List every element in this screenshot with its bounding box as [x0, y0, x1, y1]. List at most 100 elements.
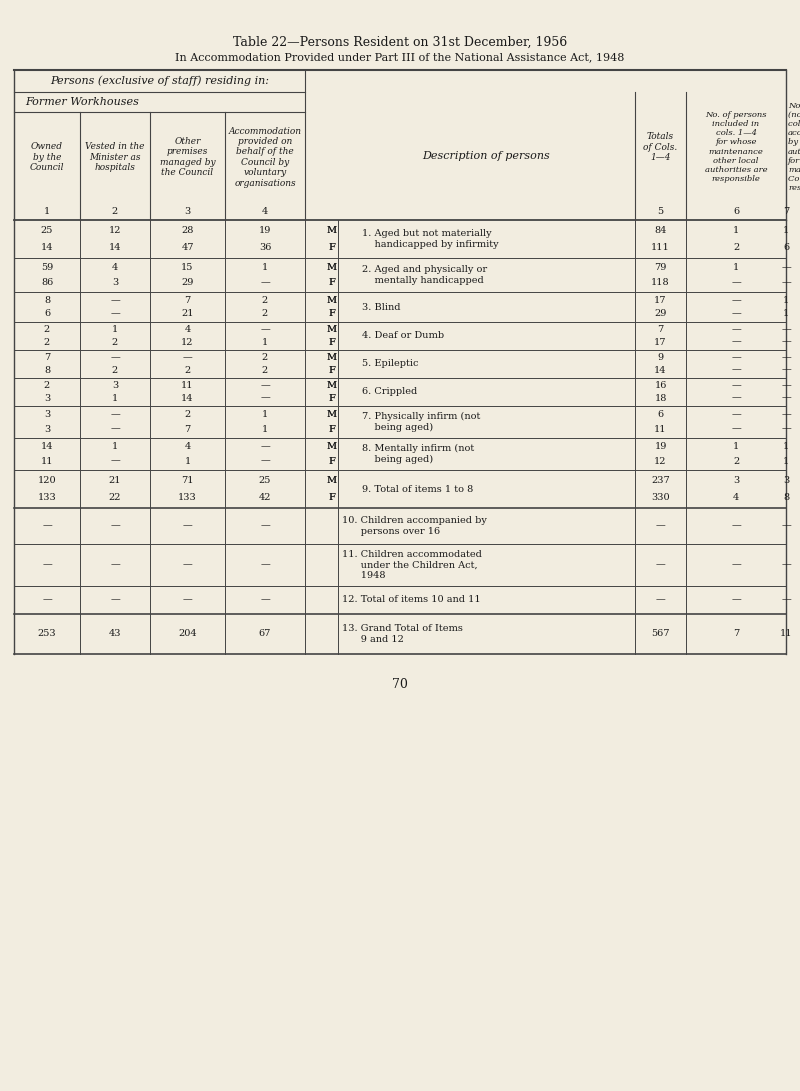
Text: 7: 7 [184, 424, 190, 433]
Text: 10. Children accompanied by
      persons over 16: 10. Children accompanied by persons over… [342, 516, 487, 536]
Text: —: — [781, 424, 791, 433]
Text: —: — [781, 382, 791, 391]
Text: —: — [260, 325, 270, 334]
Text: 4: 4 [184, 443, 190, 452]
Text: F: F [328, 365, 335, 374]
Text: 2: 2 [44, 337, 50, 347]
Text: 2: 2 [112, 365, 118, 374]
Text: 29: 29 [182, 278, 194, 287]
Text: —: — [110, 309, 120, 319]
Text: M: M [326, 443, 337, 452]
Text: 25: 25 [259, 476, 271, 485]
Text: Vested in the
Minister as
hospitals: Vested in the Minister as hospitals [86, 142, 145, 172]
Text: F: F [328, 243, 335, 252]
Text: —: — [781, 365, 791, 374]
Text: 5: 5 [658, 206, 663, 216]
Text: F: F [328, 456, 335, 466]
Text: 8: 8 [44, 365, 50, 374]
Text: —: — [182, 596, 192, 604]
Text: 1: 1 [262, 337, 268, 347]
Text: 8: 8 [783, 493, 789, 502]
Text: —: — [260, 382, 270, 391]
Text: 133: 133 [178, 493, 197, 502]
Text: —: — [781, 521, 791, 530]
Text: 6: 6 [44, 309, 50, 319]
Text: M: M [326, 226, 337, 236]
Text: —: — [731, 521, 741, 530]
Text: 1: 1 [733, 263, 739, 272]
Text: M: M [326, 296, 337, 304]
Text: —: — [42, 521, 52, 530]
Text: 2: 2 [262, 309, 268, 319]
Text: 11: 11 [182, 382, 194, 391]
Text: 19: 19 [259, 226, 271, 236]
Text: 3: 3 [112, 278, 118, 287]
Text: Accommodation
provided on
behalf of the
Council by
voluntary
organisations: Accommodation provided on behalf of the … [229, 127, 302, 188]
Text: 1: 1 [184, 456, 190, 466]
Text: M: M [326, 353, 337, 362]
Text: 1: 1 [262, 263, 268, 272]
Text: 11: 11 [41, 456, 54, 466]
Text: 4. Deaf or Dumb: 4. Deaf or Dumb [362, 332, 444, 340]
Text: 1: 1 [733, 226, 739, 236]
Text: M: M [326, 325, 337, 334]
Text: —: — [260, 443, 270, 452]
Text: 204: 204 [178, 630, 197, 638]
Text: F: F [328, 278, 335, 287]
Text: M: M [326, 476, 337, 485]
Text: 2: 2 [733, 243, 739, 252]
Text: —: — [42, 561, 52, 570]
Text: No. of persons
included in
cols. 1—4
for whose
maintenance
other local
authoriti: No. of persons included in cols. 1—4 for… [705, 111, 767, 183]
Text: 2: 2 [184, 410, 190, 419]
Text: M: M [326, 410, 337, 419]
Text: No. of pers
(not included
cols. 1—
accommodat
by other lo
authoritie
for whose
m: No. of pers (not included cols. 1— accom… [788, 101, 800, 192]
Text: 9. Total of items 1 to 8: 9. Total of items 1 to 8 [362, 484, 474, 493]
Text: 15: 15 [182, 263, 194, 272]
Text: 120: 120 [38, 476, 56, 485]
Text: 1: 1 [783, 226, 789, 236]
Text: 2: 2 [112, 337, 118, 347]
Text: —: — [110, 353, 120, 362]
Text: F: F [328, 424, 335, 433]
Text: —: — [260, 394, 270, 403]
Text: 2: 2 [44, 325, 50, 334]
Text: —: — [731, 424, 741, 433]
Text: 133: 133 [38, 493, 56, 502]
Text: 8. Mentally infirm (not
    being aged): 8. Mentally infirm (not being aged) [362, 444, 474, 464]
Text: 6: 6 [783, 243, 789, 252]
Text: —: — [781, 596, 791, 604]
Text: M: M [326, 325, 337, 334]
Text: —: — [731, 325, 741, 334]
Text: —: — [656, 521, 666, 530]
Text: F: F [328, 278, 335, 287]
Text: —: — [781, 337, 791, 347]
Text: 18: 18 [654, 394, 666, 403]
Text: Other
premises
managed by
the Council: Other premises managed by the Council [160, 136, 215, 177]
Text: 28: 28 [182, 226, 194, 236]
Text: 47: 47 [182, 243, 194, 252]
Text: 12: 12 [109, 226, 122, 236]
Text: Persons (exclusive of staff) residing in:: Persons (exclusive of staff) residing in… [50, 75, 269, 86]
Text: —: — [656, 561, 666, 570]
Text: —: — [42, 596, 52, 604]
Text: —: — [731, 394, 741, 403]
Text: —: — [260, 521, 270, 530]
Text: 14: 14 [182, 394, 194, 403]
Text: F: F [328, 456, 335, 466]
Text: 1: 1 [783, 456, 789, 466]
Text: 1: 1 [783, 296, 789, 304]
Text: 14: 14 [109, 243, 122, 252]
Text: 1: 1 [112, 394, 118, 403]
Text: 16: 16 [654, 382, 666, 391]
Text: In Accommodation Provided under Part III of the National Assistance Act, 1948: In Accommodation Provided under Part III… [175, 52, 625, 62]
Text: F: F [328, 337, 335, 347]
Text: —: — [110, 561, 120, 570]
Text: 43: 43 [109, 630, 122, 638]
Text: 3: 3 [112, 382, 118, 391]
Text: 3: 3 [44, 410, 50, 419]
Text: 22: 22 [109, 493, 122, 502]
Text: Description of persons: Description of persons [422, 151, 550, 161]
Text: —: — [731, 296, 741, 304]
Text: 4: 4 [262, 206, 268, 216]
Text: M: M [326, 263, 337, 272]
